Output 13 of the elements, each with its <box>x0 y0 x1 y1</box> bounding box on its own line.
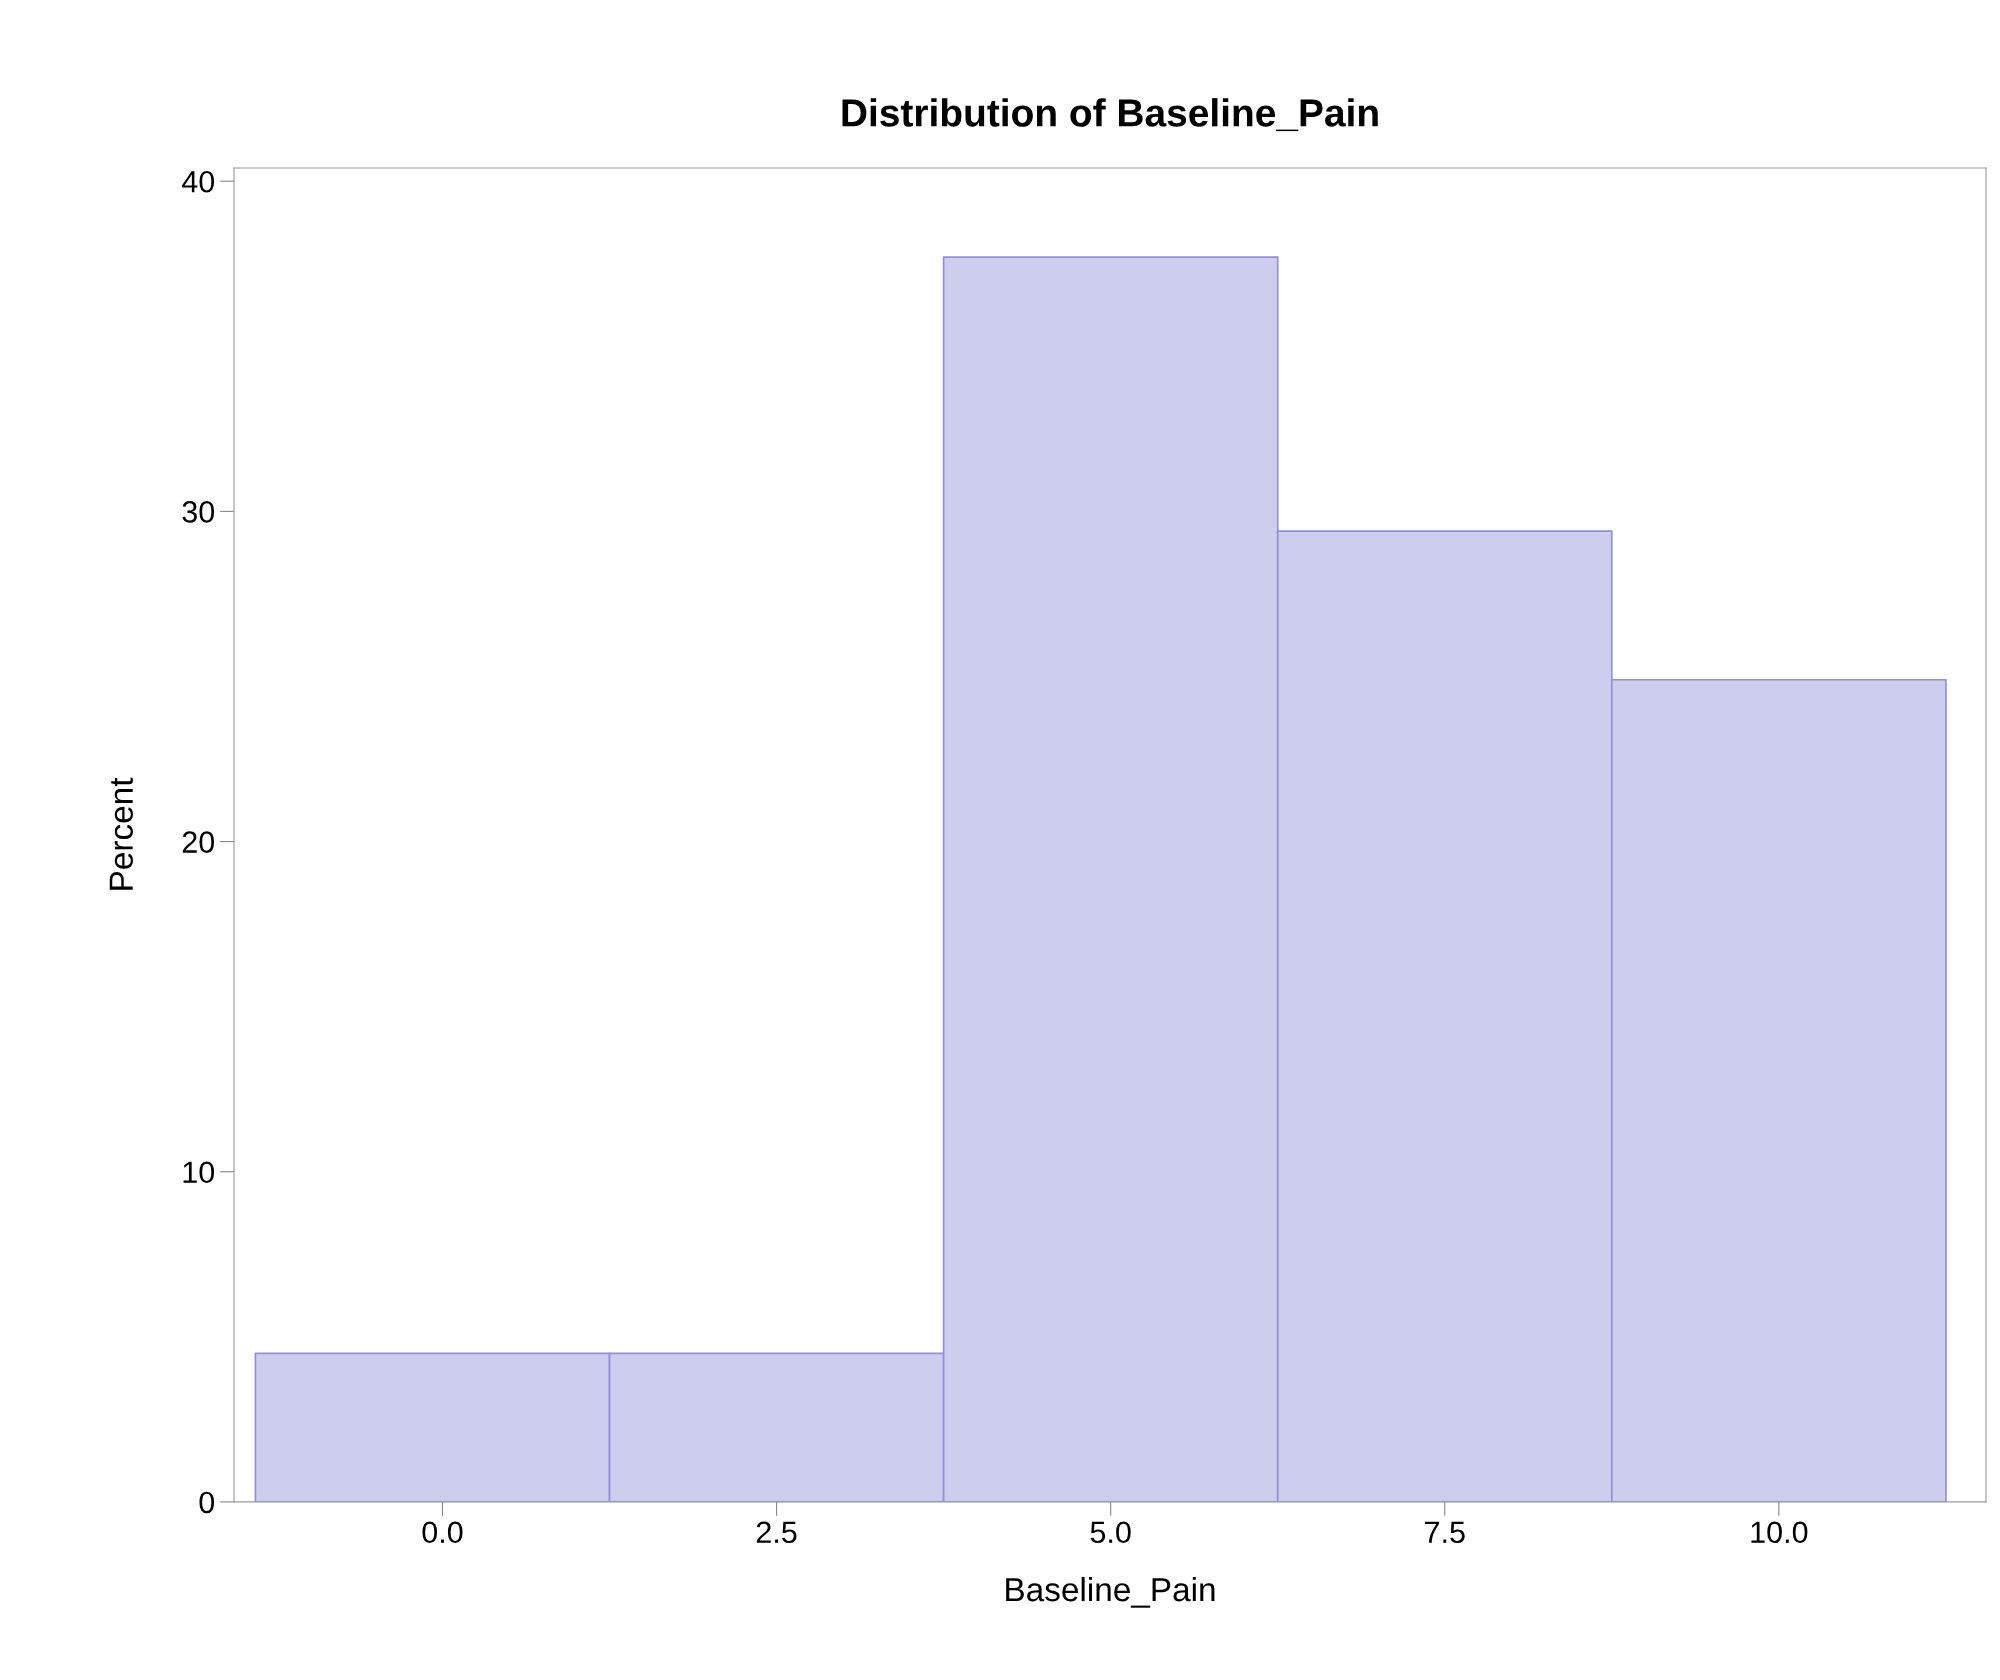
x-tick-label: 2.5 <box>756 1521 797 1544</box>
x-tick-label: 0.0 <box>422 1521 463 1544</box>
y-tick-label: 30 <box>182 501 215 523</box>
x-tick-label: 5.0 <box>1090 1521 1131 1544</box>
x-tick-label: 7.5 <box>1425 1521 1465 1544</box>
x-tick-label: 10.0 <box>1751 1521 1808 1544</box>
y-axis-title: Percent <box>109 777 134 890</box>
chart-title: Distribution of Baseline_Pain <box>842 98 1378 132</box>
x-axis-title: Baseline_Pain <box>1006 1576 1215 1608</box>
y-tick-label: 40 <box>181 170 215 193</box>
y-tick-label: 10 <box>183 1161 215 1184</box>
y-tick-label: 20 <box>182 831 215 853</box>
y-tick-label: 0 <box>199 1491 215 1514</box>
